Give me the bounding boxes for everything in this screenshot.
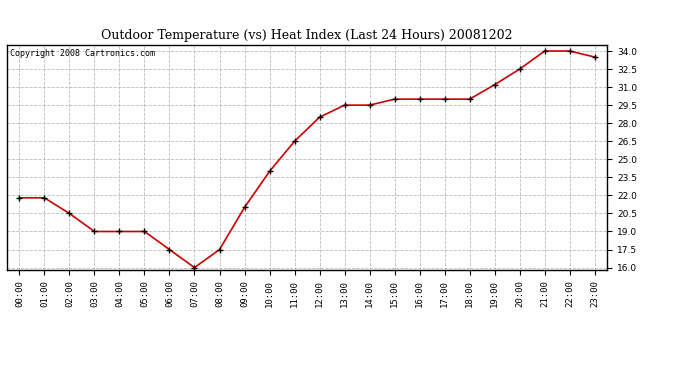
Text: Copyright 2008 Cartronics.com: Copyright 2008 Cartronics.com <box>10 50 155 58</box>
Title: Outdoor Temperature (vs) Heat Index (Last 24 Hours) 20081202: Outdoor Temperature (vs) Heat Index (Las… <box>101 30 513 42</box>
